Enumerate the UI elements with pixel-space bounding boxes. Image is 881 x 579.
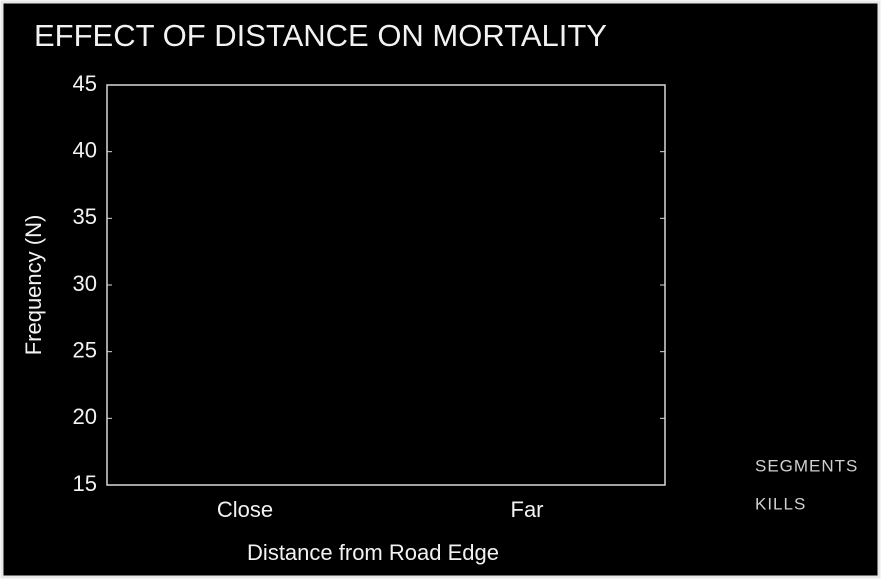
- x-tick-label: Close: [217, 497, 273, 522]
- y-tick-label: 35: [73, 204, 97, 229]
- legend-label: KILLS: [755, 494, 806, 513]
- x-tick-label: Far: [511, 497, 544, 522]
- chart-title: EFFECT OF DISTANCE ON MORTALITY: [34, 18, 607, 53]
- y-tick-label: 25: [73, 337, 97, 362]
- y-axis-label: Frequency (N): [21, 215, 46, 356]
- y-tick-label: 15: [73, 471, 97, 496]
- y-tick-label: 20: [73, 404, 97, 429]
- y-tick-label: 45: [73, 71, 97, 96]
- y-tick-label: 40: [73, 137, 97, 162]
- legend-label: SEGMENTS: [755, 456, 858, 475]
- x-axis-label: Distance from Road Edge: [247, 540, 499, 565]
- y-tick-label: 30: [73, 271, 97, 296]
